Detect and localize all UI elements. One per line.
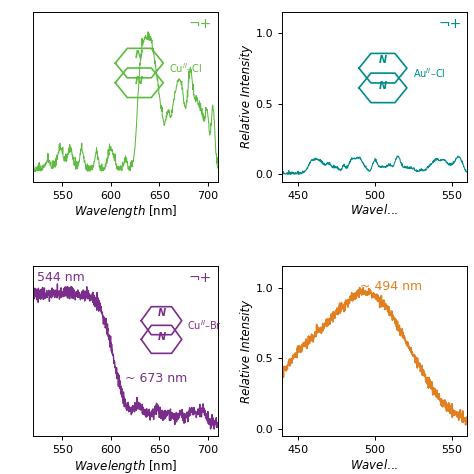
Text: ¬+: ¬+ xyxy=(189,17,212,31)
X-axis label: $\it{Wavel}$...: $\it{Wavel}$... xyxy=(350,458,399,472)
X-axis label: $\it{Wavel}$...: $\it{Wavel}$... xyxy=(350,203,399,218)
Text: ~ 494 nm: ~ 494 nm xyxy=(360,280,422,293)
X-axis label: $\it{Wavelength}$ [nm]: $\it{Wavelength}$ [nm] xyxy=(74,458,177,474)
Y-axis label: Relative Intensity: Relative Intensity xyxy=(240,300,253,403)
X-axis label: $\it{Wavelength}$ [nm]: $\it{Wavelength}$ [nm] xyxy=(74,203,177,220)
Y-axis label: Relative Intensity: Relative Intensity xyxy=(240,45,253,148)
Text: ¬+: ¬+ xyxy=(189,272,212,285)
Text: ~ 673 nm: ~ 673 nm xyxy=(126,372,188,384)
Text: ¬+: ¬+ xyxy=(438,17,461,31)
Text: 544 nm: 544 nm xyxy=(37,272,85,284)
